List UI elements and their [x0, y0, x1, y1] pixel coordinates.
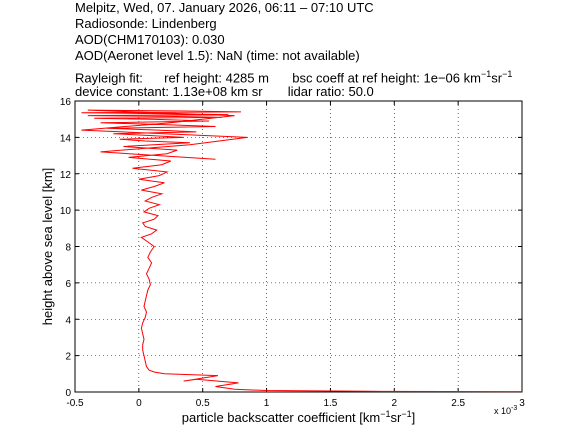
x-tick-label: 0.5 [196, 398, 210, 409]
backscatter-profile-line [81, 109, 523, 393]
y-tick-label: 8 [65, 243, 71, 254]
x-tick-label: 1.5 [323, 398, 337, 409]
x-axis-label: particle backscatter coefficient [km−1sr… [182, 409, 415, 425]
x-tick-label: 0 [136, 398, 142, 409]
y-tick-label: 12 [60, 170, 72, 181]
device-constant: device constant: 1.13e+08 km sr [75, 84, 263, 99]
rayleigh-label: Rayleigh fit: [75, 70, 143, 86]
ref-height: ref height: 4285 m [164, 70, 269, 86]
x-tick-label: -0.5 [66, 398, 84, 409]
header-radiosonde: Radiosonde: Lindenberg [75, 16, 217, 31]
bsc-coeff-sr: sr [491, 70, 503, 86]
x-axis-multiplier: x 10-3 [494, 405, 517, 416]
y-tick-label: 6 [65, 279, 71, 290]
x-tick-label: 3 [519, 398, 525, 409]
bsc-coeff: bsc coeff at ref height: 1e−06 km [292, 70, 481, 86]
y-tick-label: 0 [65, 388, 71, 399]
x-tick-label: 2.5 [451, 398, 465, 409]
x-tick-label: 1 [264, 398, 270, 409]
bsc-coeff-sup2: −1 [502, 69, 513, 79]
y-tick-label: 10 [60, 206, 72, 217]
header-title: Melpitz, Wed, 07. January 2026, 06:11 – … [75, 0, 374, 15]
y-tick-label: 14 [60, 133, 72, 144]
axes-box [74, 100, 523, 393]
lidar-ratio: lidar ratio: 50.0 [287, 84, 374, 99]
axis-ticks [74, 100, 523, 393]
y-tick-label: 4 [65, 315, 71, 326]
x-tick-label: 2 [392, 398, 398, 409]
bsc-coeff-sup1: −1 [480, 69, 492, 79]
header-device-constant: device constant: 1.13e+08 km sr lidar ra… [75, 84, 374, 100]
y-axis-label: height above sea level [km] [40, 168, 55, 326]
header-aod-chm: AOD(CHM170103): 0.030 [75, 32, 225, 47]
grid-lines [75, 101, 522, 392]
header-rayleigh-fit: Rayleigh fit: ref height: 4285 m bsc coe… [75, 66, 512, 86]
header-aod-aeronet: AOD(Aeronet level 1.5): NaN (time: not a… [75, 48, 360, 63]
y-tick-label: 16 [60, 97, 72, 108]
y-tick-label: 2 [65, 352, 71, 363]
